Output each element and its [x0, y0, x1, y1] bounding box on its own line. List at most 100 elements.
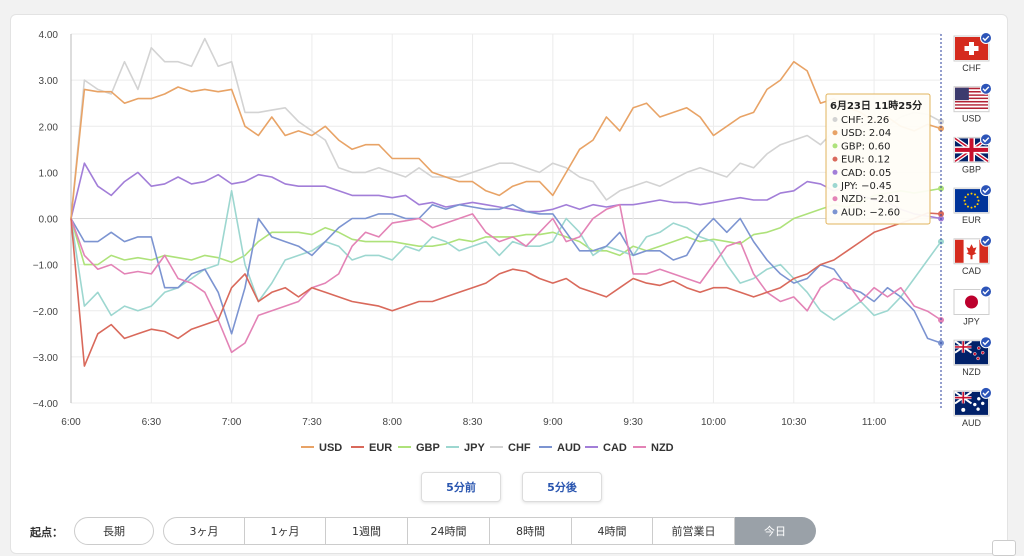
japan-flag-icon: [953, 289, 990, 315]
tooltip-swatch: [832, 117, 838, 122]
series-endpoint-gbp: [938, 185, 944, 192]
x-tick-label: 6:30: [142, 417, 162, 428]
tooltip-box: [825, 93, 931, 225]
legend-item-eur[interactable]: EUR: [351, 442, 392, 454]
origin-label: 起点：: [30, 526, 63, 539]
tooltip-swatch: [832, 183, 838, 188]
flag-label: GBP: [962, 164, 981, 174]
period-button-5[interactable]: 4時間: [572, 517, 653, 545]
y-tick-label: 1.00: [39, 168, 59, 179]
flag-toggle-nzd[interactable]: NZD: [953, 336, 992, 378]
legend-label: USD: [319, 442, 342, 454]
tooltip-swatch: [832, 130, 838, 136]
period-button-7[interactable]: 今日: [735, 517, 816, 545]
period-button-4[interactable]: 8時間: [490, 517, 572, 545]
series-line-cad: [70, 162, 942, 220]
series-endpoint-jpy: [938, 238, 944, 245]
flag-toggle-gbp[interactable]: GBP: [953, 133, 992, 175]
tooltip-row: USD: 2.04: [841, 128, 891, 139]
legend-label: GBP: [416, 442, 440, 454]
flag-label: JPY: [963, 317, 980, 327]
legend-item-gbp[interactable]: GBP: [398, 442, 440, 454]
series-line-eur: [70, 212, 942, 367]
period-button-6[interactable]: 前営業日: [653, 517, 735, 545]
series-endpoint-chf: [938, 118, 944, 125]
period-button-3[interactable]: 24時間: [408, 517, 490, 545]
y-tick-label: 4.00: [39, 30, 59, 41]
tooltip-swatch: [832, 196, 838, 202]
check-badge-icon: [980, 386, 992, 399]
x-tick-label: 10:30: [781, 417, 806, 428]
check-badge-icon: [980, 133, 992, 146]
tooltip-row: CHF: 2.26: [841, 115, 889, 126]
series-line-gbp: [70, 187, 942, 266]
long-term-button[interactable]: 長期: [74, 517, 154, 545]
tooltip-row: CAD: 0.05: [841, 168, 891, 179]
tooltip-swatch: [832, 169, 838, 175]
series-line-jpy: [70, 190, 942, 321]
x-tick-label: 10:00: [701, 417, 726, 428]
currency-flags: CHF USD GBP EUR CAD JPY NZD AUD: [953, 32, 992, 428]
y-tick-label: −3.00: [33, 353, 59, 364]
legend-label: CAD: [603, 442, 627, 454]
x-tick-label: 9:30: [623, 417, 643, 428]
x-tick-label: 8:30: [463, 417, 483, 428]
check-badge-icon: [980, 285, 992, 298]
series-endpoint-usd: [938, 125, 944, 132]
flag-toggle-cad[interactable]: CAD: [953, 234, 992, 276]
flag-toggle-aud[interactable]: AUD: [953, 386, 992, 428]
prev-5min-button[interactable]: 5分前: [421, 472, 501, 502]
x-tick-label: 7:00: [222, 417, 242, 428]
period-button-1[interactable]: 1ヶ月: [245, 517, 326, 545]
x-tick-label: 9:00: [543, 417, 563, 428]
series-line-chf: [70, 37, 942, 219]
flag-toggle-jpy[interactable]: JPY: [953, 285, 992, 327]
tooltip-row: GBP: 0.60: [841, 141, 890, 152]
legend-item-jpy[interactable]: JPY: [446, 442, 485, 454]
flag-label: NZD: [962, 367, 981, 377]
tooltip-row: NZD: −2.01: [841, 194, 900, 205]
flag-label: CAD: [962, 266, 982, 276]
period-button-0[interactable]: 3ヶ月: [163, 517, 245, 545]
x-tick-label: 11:00: [862, 417, 887, 428]
legend-label: EUR: [369, 442, 392, 454]
tooltip: 6月23日 11時25分 CHF: 2.26 USD: 2.04 GBP: 0.60 E…: [825, 93, 931, 225]
series-endpoint-eur: [938, 210, 944, 217]
australia-flag-icon: [953, 390, 990, 417]
legend-item-chf[interactable]: CHF: [490, 442, 531, 454]
period-button-2[interactable]: 1週間: [326, 517, 408, 545]
tooltip-swatch: [832, 156, 838, 162]
y-tick-label: −2.00: [33, 307, 59, 318]
next-5min-button[interactable]: 5分後: [522, 472, 602, 502]
y-tick-label: −4.00: [33, 399, 59, 410]
tooltip-row: JPY: −0.45: [840, 181, 892, 192]
x-tick-label: 7:30: [302, 417, 322, 428]
legend-label: NZD: [651, 442, 674, 454]
flag-label: AUD: [962, 418, 982, 428]
legend-label: AUD: [557, 442, 581, 454]
flag-toggle-chf[interactable]: CHF: [953, 32, 992, 74]
legend-item-usd[interactable]: USD: [301, 442, 342, 454]
tooltip-title: 6月23日 11時25分: [830, 99, 922, 112]
y-tick-label: −1.00: [33, 261, 59, 272]
legend-item-nzd[interactable]: NZD: [633, 442, 674, 454]
check-badge-icon: [980, 82, 992, 95]
legend-label: JPY: [464, 442, 485, 454]
legend-label: CHF: [508, 442, 531, 454]
tooltip-swatch: [832, 209, 838, 215]
series-line-nzd: [70, 203, 942, 354]
flag-toggle-eur[interactable]: EUR: [953, 184, 992, 226]
legend-item-aud[interactable]: AUD: [539, 442, 581, 454]
legend-item-cad[interactable]: CAD: [585, 442, 627, 454]
flag-label: CHF: [962, 63, 981, 73]
scroll-top-icon[interactable]: [992, 540, 1016, 556]
series-line-usd: [70, 60, 942, 219]
check-badge-icon: [980, 234, 992, 247]
tooltip-row: AUD: −2.60: [841, 207, 900, 218]
flag-label: USD: [962, 114, 982, 124]
us-flag-icon: [953, 86, 990, 113]
flag-toggle-usd[interactable]: USD: [953, 82, 992, 124]
y-tick-label: 0.00: [39, 215, 59, 226]
x-tick-label: 6:00: [61, 417, 81, 428]
series-lines: [70, 37, 944, 367]
